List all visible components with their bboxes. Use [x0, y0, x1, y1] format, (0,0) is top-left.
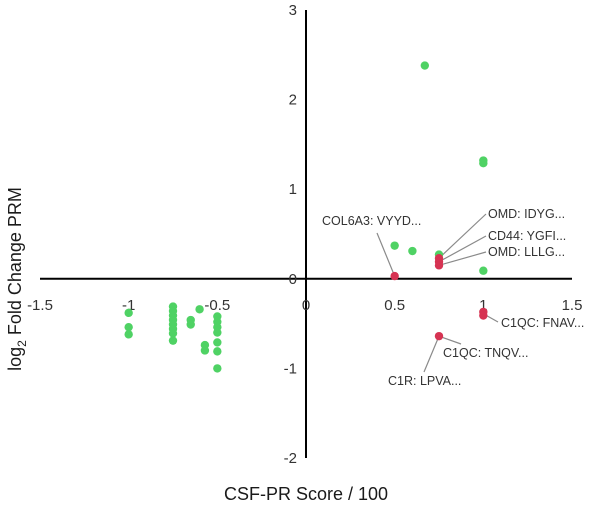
data-point — [408, 246, 417, 256]
data-point — [124, 322, 133, 332]
x-tick-label: 1 — [479, 297, 487, 314]
annotation-label: C1QC: FNAV... — [501, 316, 584, 330]
data-point — [434, 261, 444, 270]
data-point — [195, 305, 204, 314]
annotation-leader-line — [438, 213, 487, 259]
data-point — [479, 266, 488, 275]
y-tick-label: -1 — [284, 360, 297, 377]
x-tick-label: 1.5 — [562, 297, 583, 314]
annotation-label: OMD: LLLG... — [488, 245, 565, 259]
data-point — [168, 329, 178, 338]
y-tick-label: 3 — [289, 2, 297, 19]
x-axis-title: CSF-PR Score / 100 — [224, 484, 388, 504]
y-axis-title: log2 Fold Change PRM — [5, 187, 29, 371]
y-axis-title-rest: Fold Change PRM — [5, 187, 25, 340]
annotation-leader-line — [438, 235, 487, 263]
y-tick-label: 2 — [289, 92, 297, 109]
data-point — [434, 331, 444, 341]
data-point — [200, 346, 210, 355]
data-point — [213, 347, 222, 356]
annotation-label: C1QC: TNQV... — [443, 346, 528, 360]
x-tick-label: 0 — [302, 297, 310, 314]
data-point — [168, 336, 178, 345]
y-tick-label: 1 — [289, 181, 297, 198]
tick-labels: -1.5 -1 -0.5 0 0.5 1 1.5 -2 -1 0 1 2 3 — [27, 2, 582, 467]
y-axis-title-subscript: 2 — [15, 340, 29, 347]
y-axis-title-base: log — [5, 347, 25, 371]
annotation-labels: COL6A3: VYYD... OMD: IDYG... CD44: YGFI...… — [322, 207, 584, 388]
data-point — [186, 320, 195, 329]
data-point — [124, 330, 133, 339]
annotation-label: OMD: IDYG... — [488, 207, 565, 221]
annotation-leader-line — [376, 232, 396, 277]
annotation-label: C1R: LPVA... — [388, 374, 461, 388]
data-point — [213, 338, 222, 347]
x-tick-label: -1.5 — [27, 297, 53, 314]
axes — [40, 10, 572, 458]
annotation-label: CD44: YGFI... — [488, 229, 566, 243]
data-point — [390, 271, 399, 281]
annotation-leader-line — [423, 335, 440, 373]
data-point — [390, 241, 399, 250]
data-point — [213, 364, 222, 373]
data-point — [420, 61, 430, 70]
data-point — [213, 328, 222, 337]
data-points — [124, 61, 488, 373]
annotation-leader-line — [438, 251, 487, 266]
x-tick-label: -1 — [122, 297, 135, 314]
x-tick-label: 0.5 — [384, 297, 405, 314]
x-tick-label: -0.5 — [204, 297, 230, 314]
data-point — [124, 308, 133, 318]
y-tick-label: 0 — [289, 271, 297, 288]
y-tick-label: -2 — [284, 450, 297, 467]
data-point — [479, 159, 488, 168]
data-point — [479, 311, 488, 320]
annotation-label: COL6A3: VYYD... — [322, 214, 421, 228]
